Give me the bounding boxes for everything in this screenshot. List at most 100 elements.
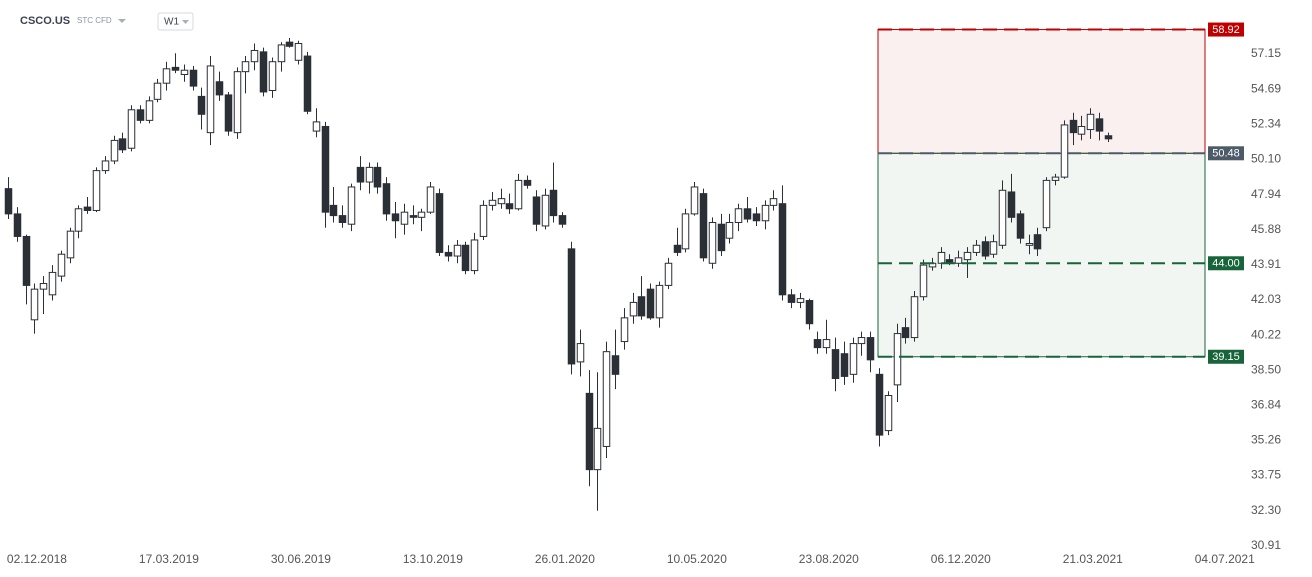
x-tick-label: 23.08.2020	[799, 552, 859, 566]
candle-body	[1086, 113, 1095, 131]
y-tick-label: 57.15	[1251, 46, 1281, 60]
candle-body	[725, 221, 734, 239]
candle-body	[1042, 179, 1051, 229]
candle-body	[312, 121, 321, 132]
candle-body	[356, 166, 365, 183]
candle-body	[840, 353, 849, 377]
candle-body	[954, 257, 963, 264]
candle-body	[813, 339, 822, 349]
candle-body	[162, 68, 171, 84]
candle-body	[145, 100, 154, 121]
candle-body	[197, 95, 206, 115]
candle-body	[567, 248, 576, 365]
candle-body	[74, 208, 83, 232]
candle-body	[1007, 191, 1016, 218]
x-tick-label: 21.03.2021	[1063, 552, 1123, 566]
x-tick-label: 26.01.2020	[535, 552, 595, 566]
candles	[4, 38, 1113, 511]
candle-body	[303, 55, 312, 112]
candle-body	[365, 166, 374, 183]
candle-body	[796, 298, 805, 303]
x-tick-label: 10.05.2020	[667, 552, 727, 566]
header: CSCO.US STC CFD W1	[20, 12, 194, 31]
candle-body	[919, 264, 928, 298]
timeframe-box[interactable]	[157, 12, 194, 31]
candle-body	[277, 44, 286, 63]
candle-body	[866, 337, 875, 361]
y-tick-label: 43.91	[1251, 257, 1281, 271]
candle-body	[532, 196, 541, 225]
candle-body	[857, 337, 866, 345]
candle-body	[417, 211, 426, 218]
x-tick-label: 30.06.2019	[271, 552, 331, 566]
level-label-box	[1208, 256, 1244, 271]
candle-body	[901, 327, 910, 339]
candle-body	[268, 61, 277, 91]
candle-body	[294, 43, 303, 61]
candle-body	[338, 215, 347, 223]
candle-body	[761, 204, 770, 222]
dropdown-arrow[interactable]	[182, 20, 189, 24]
instrument-type[interactable]: STC CFD	[77, 16, 112, 25]
candle-body	[708, 221, 717, 264]
level-label-box	[1208, 22, 1244, 37]
candle-body	[118, 138, 127, 151]
candle-body	[241, 61, 250, 73]
candle-body	[963, 251, 972, 261]
candle-body	[435, 193, 444, 253]
candle-body	[972, 244, 981, 253]
candle-body	[39, 283, 48, 290]
candle-body	[329, 204, 338, 217]
candle-body	[48, 271, 57, 296]
y-tick-label: 45.88	[1251, 222, 1281, 236]
candle-body	[110, 139, 119, 162]
candle-body	[690, 186, 699, 215]
candle-body	[875, 373, 884, 436]
candle-body	[681, 213, 690, 250]
y-tick-label: 42.03	[1251, 292, 1281, 306]
candle-body	[611, 355, 620, 375]
level-label: 50.48	[1212, 148, 1240, 160]
dropdown-arrow[interactable]	[118, 19, 126, 23]
candle-body	[189, 69, 198, 87]
zone-loss	[877, 29, 1206, 154]
candle-body	[637, 296, 646, 317]
candle-body	[444, 251, 453, 257]
candle-body	[127, 109, 136, 149]
symbol: CSCO.US	[20, 15, 70, 27]
candle-body	[215, 81, 224, 96]
candle-body	[769, 198, 778, 206]
candle-body	[171, 66, 180, 71]
candle-body	[514, 179, 523, 210]
candle-body	[505, 203, 514, 210]
candle-body	[989, 241, 998, 255]
candle-body	[391, 213, 400, 222]
candle-body	[981, 241, 990, 257]
x-tick-label: 13.10.2019	[403, 552, 463, 566]
timeframe[interactable]: W1	[164, 17, 179, 28]
candle-body	[620, 317, 629, 343]
candle-body	[937, 251, 946, 264]
candle-body	[1016, 213, 1025, 239]
candle-body	[717, 223, 726, 252]
candle-body	[1033, 234, 1042, 250]
candle-body	[1095, 118, 1104, 132]
candle-body	[998, 189, 1007, 246]
candle-body	[409, 215, 418, 218]
zone-profit	[877, 152, 1206, 358]
candle-body	[602, 351, 611, 447]
candle-body	[1060, 124, 1069, 178]
candle-body	[224, 94, 233, 132]
candle-body	[910, 296, 919, 339]
candle-body	[373, 166, 382, 188]
candle-body	[884, 395, 893, 432]
candle-body	[585, 392, 594, 471]
candle-body	[558, 215, 567, 225]
y-tick-label: 47.94	[1251, 187, 1281, 201]
candle-body	[593, 427, 602, 471]
candle-body	[30, 288, 39, 321]
candle-body	[778, 203, 787, 296]
y-tick-label: 52.34	[1251, 117, 1281, 131]
candle-body	[285, 41, 294, 47]
candle-body	[400, 211, 409, 225]
